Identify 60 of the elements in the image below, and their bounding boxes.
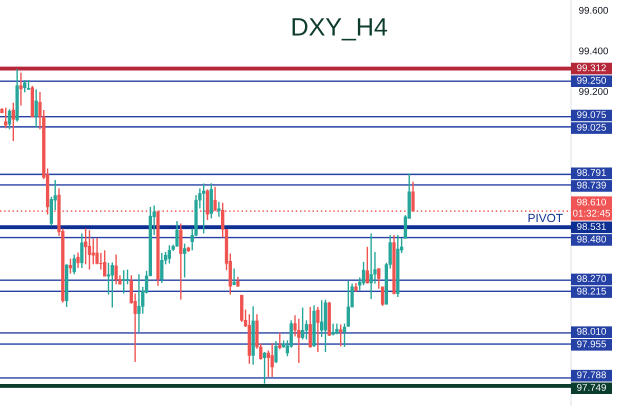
text: DXY_H4 [292, 18, 388, 40]
candlestick [126, 268, 130, 285]
ref-line-label: 97.955 [577, 340, 606, 348]
candlestick [182, 242, 186, 278]
ref-line-label: 98.531 [577, 223, 606, 230]
candlestick [217, 201, 221, 218]
ref-line-label: 99.075 [577, 111, 606, 118]
candlestick [331, 322, 335, 336]
candlestick [175, 220, 179, 248]
candlestick [300, 306, 304, 340]
candlestick [370, 232, 373, 300]
candlestick [122, 270, 126, 294]
y-tick-label: 99.400 [579, 47, 608, 54]
ref-line-label: 97.749 [577, 384, 606, 391]
candlestick [72, 254, 76, 275]
candlestick [34, 88, 38, 128]
ref-line-label: 99.312 [577, 64, 606, 72]
candlestick [19, 72, 23, 106]
candlestick [68, 258, 72, 274]
candlestick [278, 332, 282, 350]
candlestick [103, 250, 106, 277]
candlestick [236, 276, 240, 288]
candlestick [137, 274, 141, 333]
annotation: PIVOT [528, 214, 563, 222]
candlestick [26, 79, 30, 91]
ref-line-label: 98.739 [577, 182, 606, 189]
candlestick [8, 108, 12, 130]
ref-line-label: 98.480 [577, 236, 606, 243]
candlestick [110, 262, 114, 308]
candlestick [160, 252, 164, 284]
candlestick [320, 300, 324, 338]
candlestick [335, 322, 339, 336]
candlestick [297, 318, 300, 364]
candlestick [202, 182, 206, 234]
ref-line-label: 98.010 [577, 328, 606, 335]
candlestick [80, 232, 84, 269]
ref-line-label: 98.215 [577, 288, 606, 295]
candlestick [179, 222, 182, 300]
candlestick [4, 106, 8, 129]
ref-line-label: 98.610 01:32:45 [572, 198, 610, 217]
candlestick [270, 342, 274, 378]
y-tick-label: 99.200 [579, 88, 608, 95]
ref-line-label: 98.270 [577, 275, 606, 282]
candlestick [168, 244, 172, 264]
candlestick [88, 230, 92, 270]
candlestick [274, 340, 278, 364]
y-tick-label: 99.600 [579, 6, 608, 14]
candlestick [262, 351, 266, 384]
candlestick [23, 79, 26, 94]
ref-line-label: 98.791 [577, 169, 606, 176]
candlestick [339, 324, 342, 348]
ref-line-label: 99.025 [577, 124, 606, 131]
candlestick [232, 268, 236, 286]
candlestick [308, 306, 312, 348]
candlestick [114, 254, 118, 285]
ref-line-label: 97.788 [577, 371, 606, 378]
candlestick [316, 306, 320, 353]
candlestick [366, 246, 369, 284]
candlestick [12, 102, 15, 142]
ref-line-label: 99.250 [577, 76, 606, 84]
